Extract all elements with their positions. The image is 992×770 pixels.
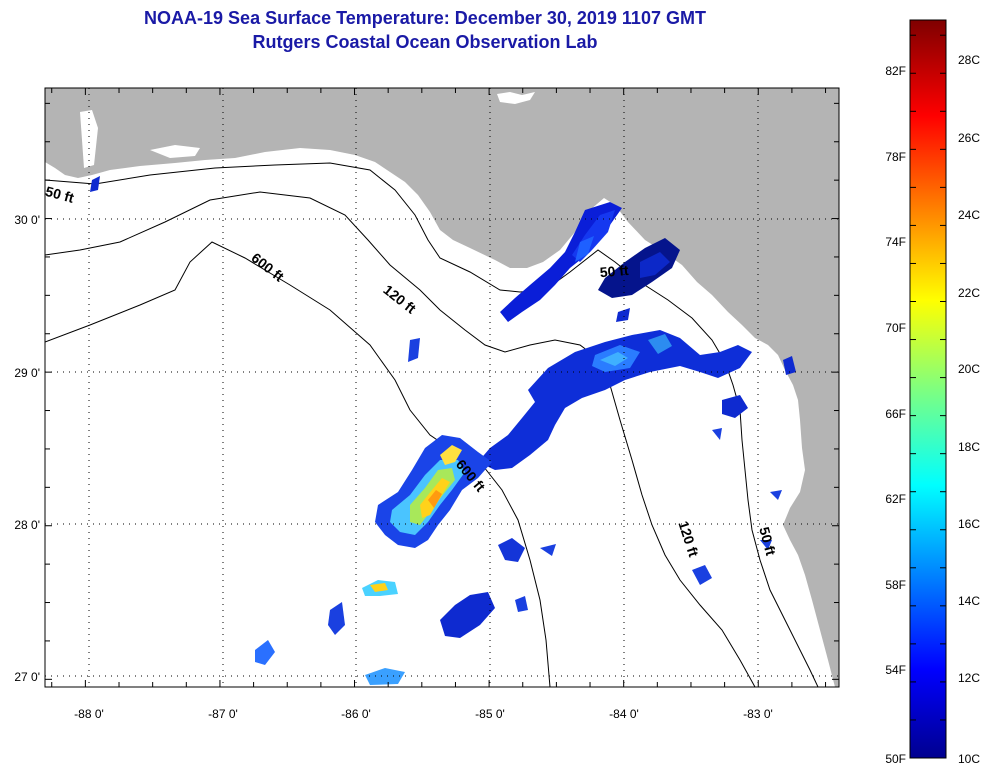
colorbar-f-labels: 50F 54F 58F 62F 66F 70F 74F 78F 82F <box>885 64 906 766</box>
colorbar-f-label: 78F <box>885 150 906 164</box>
land-lake <box>497 92 535 104</box>
lon-label: -87 0' <box>208 707 238 721</box>
contour-label: 50 ft <box>44 183 76 206</box>
colorbar-f-label: 50F <box>885 752 906 766</box>
lon-label: -84 0' <box>609 707 639 721</box>
lon-label: -85 0' <box>475 707 505 721</box>
colorbar-c-label: 24C <box>958 208 980 222</box>
colorbar-c-label: 12C <box>958 671 980 685</box>
contour-50ft <box>45 162 819 687</box>
map-frame <box>44 87 840 688</box>
longitude-labels: -88 0' -87 0' -86 0' -85 0' -84 0' -83 0… <box>74 707 773 721</box>
map-title: NOAA-19 Sea Surface Temperature: Decembe… <box>144 8 706 28</box>
colorbar-f-label: 62F <box>885 492 906 506</box>
colorbar-f-label: 54F <box>885 663 906 677</box>
contour-label: 50 ft <box>599 262 629 280</box>
lon-label: -83 0' <box>743 707 773 721</box>
lat-label: 29 0' <box>14 366 40 380</box>
colorbar-c-label: 14C <box>958 594 980 608</box>
graticule <box>45 88 839 687</box>
colorbar-c-label: 16C <box>958 517 980 531</box>
colorbar-c-label: 18C <box>958 440 980 454</box>
lat-label: 28 0' <box>14 518 40 532</box>
frame-ticks <box>45 88 839 687</box>
contour-label: 50 ft <box>756 525 779 557</box>
colorbar-c-label: 20C <box>958 362 980 376</box>
land-florida <box>45 88 839 687</box>
land-mobile-bay-inlet <box>80 110 98 168</box>
colorbar-f-label: 82F <box>885 64 906 78</box>
colorbar-f-label: 74F <box>885 235 906 249</box>
lat-label: 30 0' <box>14 213 40 227</box>
colorbar <box>909 19 947 759</box>
colorbar-c-labels: 10C 12C 14C 16C 18C 20C 22C 24C 26C 28C <box>958 53 980 766</box>
lon-label: -86 0' <box>341 707 371 721</box>
colorbar-f-label: 58F <box>885 578 906 592</box>
colorbar-c-label: 28C <box>958 53 980 67</box>
contour-600ft <box>45 241 551 687</box>
colorbar-ticks <box>910 34 946 759</box>
colorbar-c-label: 26C <box>958 131 980 145</box>
lon-label: -88 0' <box>74 707 104 721</box>
lat-label: 27 0' <box>14 670 40 684</box>
colorbar-c-label: 10C <box>958 752 980 766</box>
map-subtitle: Rutgers Coastal Ocean Observation Lab <box>252 32 598 52</box>
colorbar-f-label: 70F <box>885 321 906 335</box>
contour-120ft <box>45 191 756 687</box>
land-bay-pensacola <box>150 145 200 158</box>
sst-data <box>90 176 796 685</box>
latitude-labels: 27 0' 28 0' 29 0' 30 0' <box>14 213 40 684</box>
colorbar-c-label: 22C <box>958 286 980 300</box>
colorbar-f-label: 66F <box>885 407 906 421</box>
